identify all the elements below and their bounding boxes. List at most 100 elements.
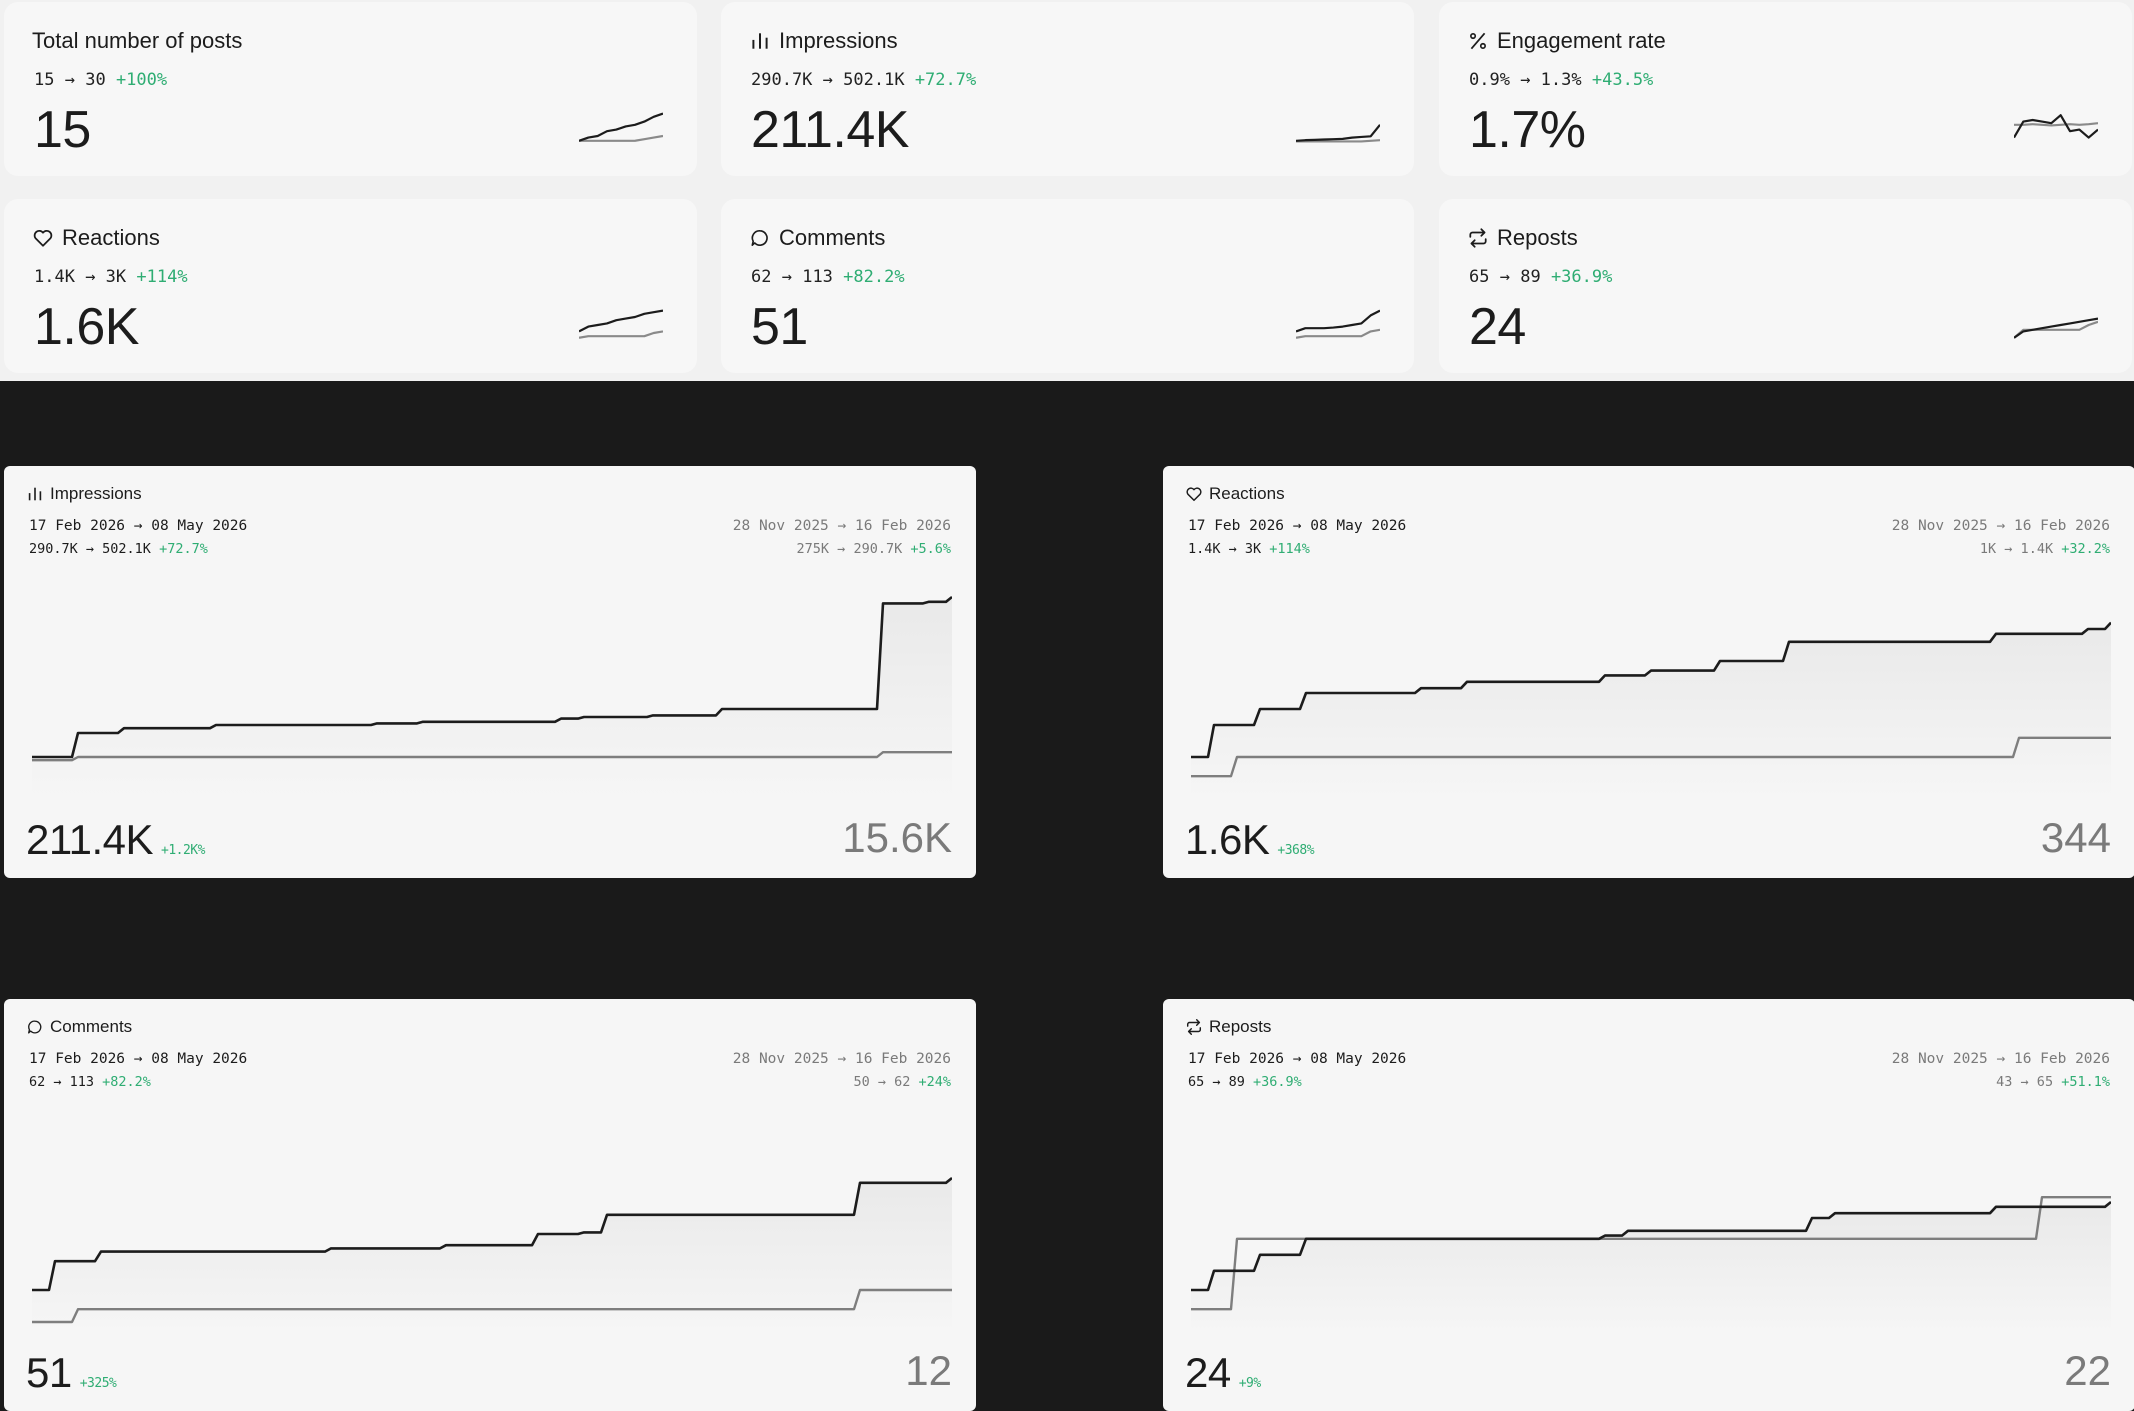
chart-title-text: Comments <box>50 1017 133 1036</box>
stat-value: 1.6K <box>34 298 139 356</box>
arrow-right-icon: → <box>1509 70 1541 90</box>
bar-chart-icon <box>749 30 771 52</box>
previous-values-text: 275K → 290.7K <box>796 541 903 557</box>
current-values-text: 62 → 113 <box>29 1074 95 1090</box>
chart-title-text: Reactions <box>1209 484 1285 503</box>
stat-card-reactions[interactable]: Reactions 1.4K → 3K +114% 1.6K <box>4 199 697 373</box>
current-delta: +82.2% <box>102 1074 151 1090</box>
sparkline <box>1296 309 1380 339</box>
previous-period-line <box>32 1288 952 1324</box>
current-values: 65 → 89 +36.9% <box>1188 1074 1302 1090</box>
current-total-delta: +1.2K% <box>161 843 205 858</box>
current-period-area <box>32 597 952 801</box>
heart-icon <box>32 227 54 249</box>
arrow-right-icon: → <box>74 267 106 287</box>
previous-period-line <box>1191 736 2111 778</box>
current-period-line <box>32 1176 952 1292</box>
repost-icon <box>1467 227 1489 249</box>
chart-title: Reposts <box>1185 1017 1271 1037</box>
current-total-value: 51 <box>26 1349 72 1396</box>
period-from-value: 290.7K <box>751 70 813 90</box>
chart-title: Impressions <box>26 484 142 504</box>
previous-delta: +51.1% <box>2061 1074 2110 1090</box>
period-delta: +43.5% <box>1591 70 1654 90</box>
current-delta: +114% <box>1269 541 1310 557</box>
chart-card-reactions[interactable]: Reactions 17 Feb 2026 → 08 May 2026 1.4K →… <box>1163 466 2134 878</box>
current-delta: +72.7% <box>159 541 208 557</box>
sparkline <box>2014 114 2098 139</box>
arrow-right-icon: → <box>771 267 803 287</box>
chart-card-reposts[interactable]: Reposts 17 Feb 2026 → 08 May 2026 65 → 89 … <box>1163 999 2134 1411</box>
current-period-line <box>1191 621 2111 759</box>
stat-value: 211.4K <box>751 101 909 159</box>
chart-card-comments[interactable]: Comments 17 Feb 2026 → 08 May 2026 62 → 11… <box>4 999 976 1411</box>
period-comparison: 62 → 113 +82.2% <box>751 267 905 287</box>
current-date-range: 17 Feb 2026 → 08 May 2026 <box>1188 518 1407 534</box>
stat-value: 1.7% <box>1469 101 1586 159</box>
repost-icon <box>1185 1018 1203 1036</box>
current-total-delta: +325% <box>79 1376 117 1391</box>
comment-icon <box>26 1018 44 1036</box>
current-delta: +36.9% <box>1253 1074 1302 1090</box>
stat-card-reposts[interactable]: Reposts 65 → 89 +36.9% 24 <box>1439 199 2132 373</box>
current-total: 51 +325% <box>26 1349 117 1397</box>
comment-icon <box>749 227 771 249</box>
previous-values-text: 43 → 65 <box>1996 1074 2054 1090</box>
previous-delta: +32.2% <box>2061 541 2110 557</box>
stat-card-engagement[interactable]: Engagement rate 0.9% → 1.3% +43.5% 1.7% <box>1439 2 2132 176</box>
period-delta: +100% <box>115 70 168 90</box>
stat-card-comments[interactable]: Comments 62 → 113 +82.2% 51 <box>721 199 1414 373</box>
stat-card-impressions[interactable]: Impressions 290.7K → 502.1K +72.7% 211.4K <box>721 2 1414 176</box>
period-delta: +114% <box>136 267 188 287</box>
current-period-area <box>1191 622 2111 801</box>
stat-card-title-text: Reactions <box>62 225 160 250</box>
stat-value: 24 <box>1469 298 1526 356</box>
period-from-value: 15 <box>34 70 55 90</box>
period-to-value: 1.3% <box>1540 70 1582 90</box>
period-to-value: 113 <box>802 267 833 287</box>
current-values: 1.4K → 3K +114% <box>1188 541 1310 557</box>
previous-values: 275K → 290.7K +5.6% <box>797 541 951 557</box>
current-values-text: 65 → 89 <box>1188 1074 1245 1090</box>
line-chart <box>32 1176 952 1334</box>
sparkline <box>1296 124 1380 143</box>
period-comparison: 1.4K → 3K +114% <box>34 267 188 287</box>
stat-card-posts[interactable]: Total number of posts 15 → 30 +100% 15 <box>4 2 697 176</box>
line-chart <box>1191 1195 2111 1334</box>
stat-card-title-text: Comments <box>779 225 886 250</box>
period-from-value: 65 <box>1469 267 1490 287</box>
current-total-delta: +368% <box>1277 843 1315 858</box>
current-total-delta: +9% <box>1238 1376 1261 1391</box>
sparkline <box>2014 317 2098 339</box>
stat-card-title: Reactions <box>32 225 160 251</box>
previous-values: 1K → 1.4K +32.2% <box>1980 541 2110 557</box>
current-total: 1.6K +368% <box>1185 816 1315 864</box>
current-values-text: 1.4K → 3K <box>1188 541 1262 557</box>
current-period-area <box>32 1178 952 1334</box>
arrow-right-icon: → <box>1489 267 1521 287</box>
stat-card-title-text: Engagement rate <box>1497 28 1666 53</box>
stat-value: 51 <box>751 298 808 356</box>
chart-card-impressions[interactable]: Impressions 17 Feb 2026 → 08 May 2026 290.… <box>4 466 976 878</box>
sparkline <box>579 309 663 339</box>
current-values-text: 290.7K → 502.1K <box>29 541 151 557</box>
sparkline <box>579 112 663 142</box>
previous-total: 344 <box>2040 814 2111 861</box>
current-total-value: 24 <box>1185 1349 1231 1396</box>
previous-date-range: 28 Nov 2025 → 16 Feb 2026 <box>732 518 951 534</box>
stat-card-title-text: Reposts <box>1497 225 1578 250</box>
current-period-line <box>1191 1200 2111 1292</box>
previous-values: 50 → 62 +24% <box>853 1074 951 1090</box>
period-comparison: 65 → 89 +36.9% <box>1469 267 1612 287</box>
period-from-value: 0.9% <box>1469 70 1510 90</box>
stat-card-title: Engagement rate <box>1467 28 1666 54</box>
current-total: 24 +9% <box>1185 1349 1261 1397</box>
stat-card-title-text: Total number of posts <box>32 28 243 53</box>
current-values: 290.7K → 502.1K +72.7% <box>29 541 208 557</box>
chart-title: Reactions <box>1185 484 1285 504</box>
previous-total: 12 <box>905 1347 952 1394</box>
current-total-value: 1.6K <box>1185 816 1270 863</box>
previous-delta: +24% <box>918 1074 951 1090</box>
period-to-value: 30 <box>85 70 106 90</box>
current-total: 211.4K +1.2K% <box>26 816 205 864</box>
